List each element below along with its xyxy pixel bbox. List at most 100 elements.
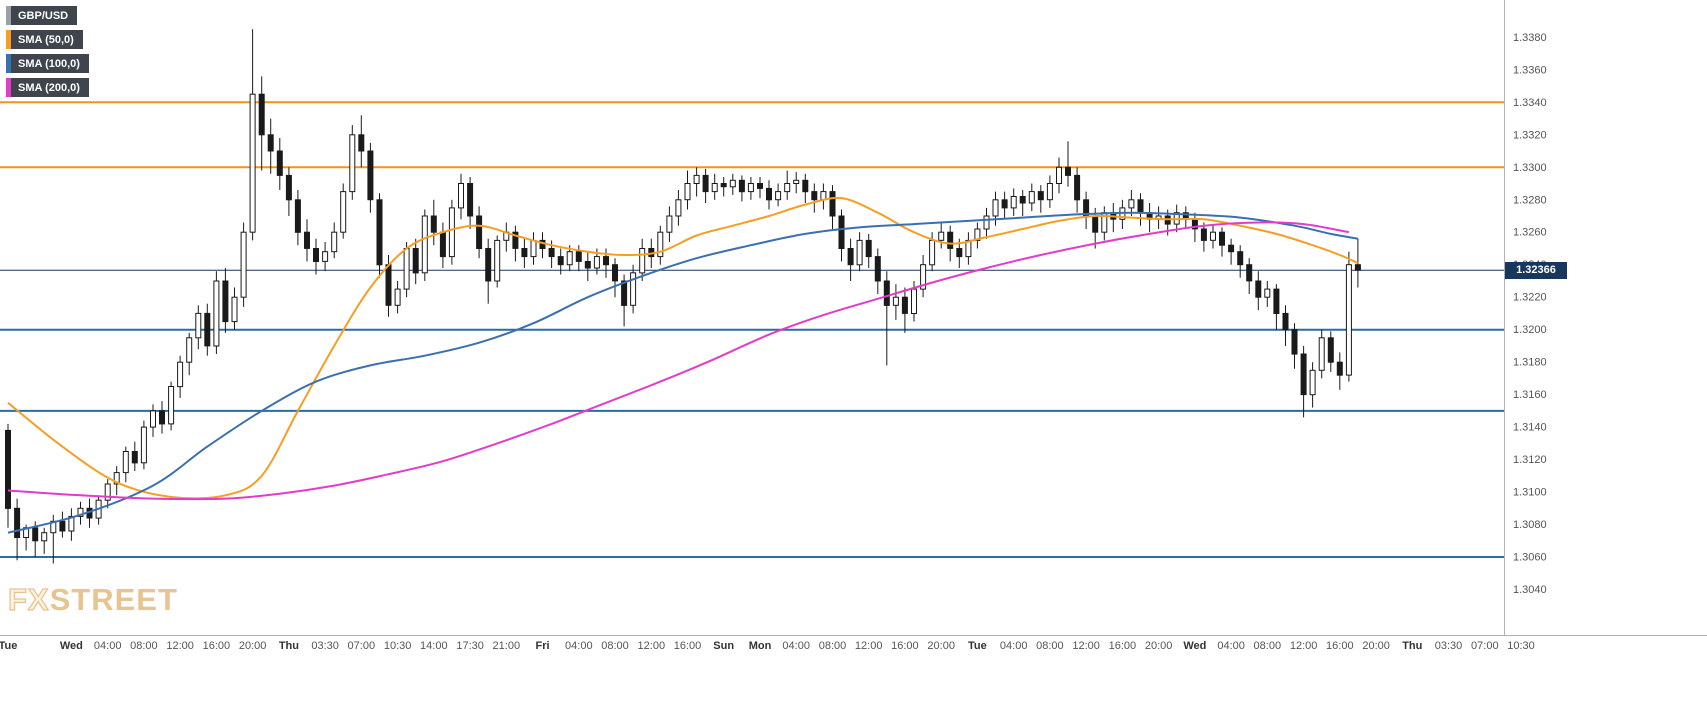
price-tick: 1.3080 <box>1513 519 1547 531</box>
time-tick: Mon <box>749 640 772 652</box>
candle <box>1237 251 1244 266</box>
time-tick: 21:00 <box>493 640 521 652</box>
candle <box>702 174 709 193</box>
candle <box>603 256 609 266</box>
time-tick: 12:00 <box>855 640 883 652</box>
candle <box>802 179 809 193</box>
candle <box>965 239 972 258</box>
candle <box>5 429 11 509</box>
candle <box>1336 361 1343 376</box>
sma-50-badge[interactable]: SMA (50,0) <box>6 30 83 49</box>
candle <box>874 256 881 282</box>
candle <box>992 199 999 217</box>
candle <box>394 288 401 306</box>
candle <box>476 215 483 249</box>
time-tick: 08:00 <box>1036 640 1064 652</box>
time-tick: 07:00 <box>348 640 376 652</box>
candle <box>1210 231 1216 241</box>
candle <box>349 134 356 193</box>
time-tick: 20:00 <box>927 640 955 652</box>
time-tick: 16:00 <box>1109 640 1137 652</box>
sma-50-line <box>7 196 1359 500</box>
price-tick: 1.3220 <box>1513 292 1547 304</box>
time-tick: 16:00 <box>1326 640 1354 652</box>
candle <box>376 199 383 266</box>
candle <box>757 183 763 189</box>
candle <box>439 231 446 258</box>
time-tick: 16:00 <box>674 640 702 652</box>
candle <box>729 179 736 188</box>
candle <box>593 256 600 269</box>
candle <box>711 183 718 193</box>
time-tick: 20:00 <box>1145 640 1173 652</box>
candle <box>358 134 365 152</box>
candle <box>249 93 256 233</box>
time-tick: 08:00 <box>819 640 847 652</box>
time-tick: 04:00 <box>1217 640 1245 652</box>
candle <box>122 451 129 474</box>
candle <box>276 150 283 176</box>
time-tick: 04:00 <box>1000 640 1028 652</box>
time-tick: 03:30 <box>1435 640 1463 652</box>
candle <box>485 248 492 282</box>
price-tick: 1.3360 <box>1513 64 1547 76</box>
candle <box>494 239 501 282</box>
candle <box>639 248 646 274</box>
candle <box>1246 264 1253 282</box>
fxstreet-watermark: FXSTREET <box>7 581 178 618</box>
candle <box>294 199 301 233</box>
time-tick: Wed <box>1183 640 1206 652</box>
candle <box>784 183 791 193</box>
candle <box>1010 196 1017 209</box>
sma-100-label: SMA (100,0) <box>11 54 89 73</box>
candle <box>747 183 754 193</box>
time-tick: 08:00 <box>601 640 629 652</box>
time-tick: 04:00 <box>565 640 593 652</box>
candle <box>231 296 238 323</box>
price-tick: 1.3380 <box>1513 32 1547 44</box>
sma-100-badge[interactable]: SMA (100,0) <box>6 54 89 73</box>
candle <box>929 239 936 266</box>
candle <box>222 280 229 323</box>
candle <box>738 179 745 193</box>
candle <box>1282 312 1289 331</box>
price-tick: 1.3180 <box>1513 357 1547 369</box>
y-axis-labels: 1.3380 1.3360 1.3340 1.3320 1.3300 1.3280 1.32… <box>1513 32 1547 596</box>
candle <box>883 280 890 306</box>
symbol-badge-strip <box>6 6 11 25</box>
watermark-fx: FX <box>7 581 50 617</box>
candle <box>285 174 292 201</box>
candle <box>1318 337 1325 371</box>
candle <box>612 264 618 282</box>
candle <box>421 215 428 274</box>
time-tick: 04:00 <box>94 640 122 652</box>
time-tick: Fri <box>535 640 549 652</box>
time-tick: Tue <box>968 640 987 652</box>
candle <box>521 248 528 258</box>
candle <box>1001 199 1008 209</box>
candle <box>584 261 591 269</box>
candle <box>240 231 247 298</box>
time-tick: 04:00 <box>782 640 810 652</box>
candle <box>838 215 845 249</box>
candle <box>856 239 863 266</box>
candle <box>865 239 872 258</box>
candle <box>213 280 220 347</box>
time-tick: 07:00 <box>1471 640 1499 652</box>
candle <box>566 251 573 266</box>
symbol-badge[interactable]: GBP/USD <box>6 6 78 25</box>
sma-200-color-strip <box>6 78 11 97</box>
candle <box>530 239 537 258</box>
candle <box>467 183 474 217</box>
candle <box>258 93 265 136</box>
candle <box>304 231 310 249</box>
candle <box>168 386 175 425</box>
candle <box>340 191 347 233</box>
sma-100-line <box>7 211 1359 534</box>
candle <box>1255 280 1262 298</box>
sma-200-badge[interactable]: SMA (200,0) <box>6 78 89 97</box>
candle <box>1300 353 1307 396</box>
price-tick: 1.3060 <box>1513 552 1547 564</box>
